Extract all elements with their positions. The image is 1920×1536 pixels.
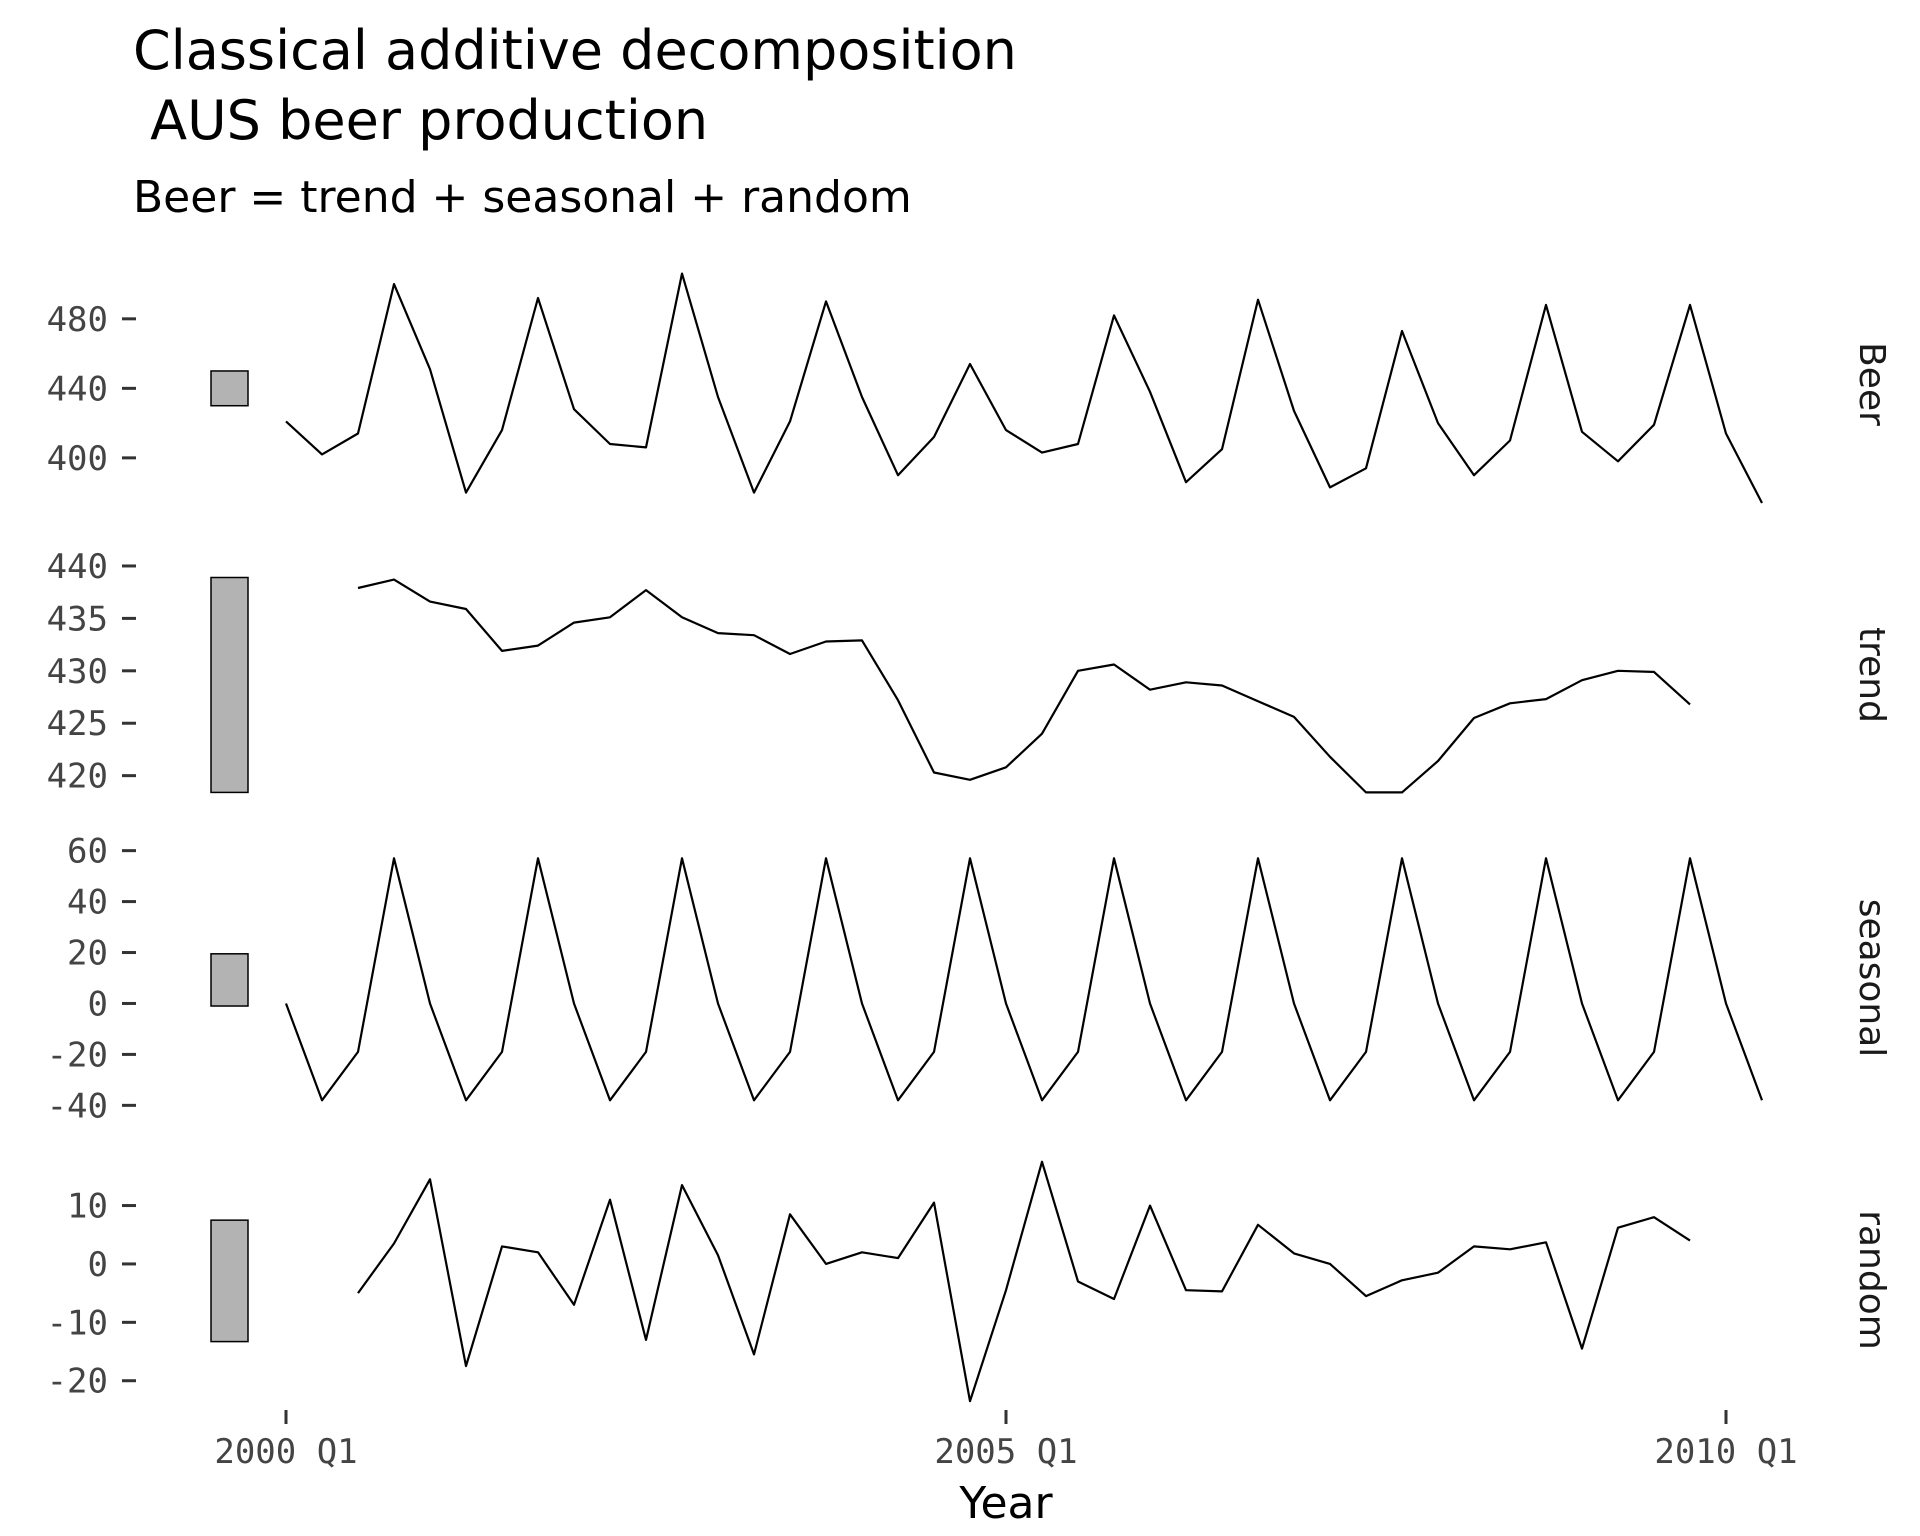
y-tick-label: -40 bbox=[47, 1086, 108, 1126]
x-axis-title: Year bbox=[958, 1478, 1053, 1529]
scale-bar bbox=[210, 370, 249, 407]
y-tick-label: 40 bbox=[67, 883, 108, 923]
y-tick-label: 10 bbox=[67, 1187, 108, 1227]
x-tick-label: 2005 Q1 bbox=[934, 1432, 1077, 1472]
x-tick-label: 2010 Q1 bbox=[1654, 1432, 1797, 1472]
y-tick-label: 20 bbox=[67, 934, 108, 974]
series-line-random bbox=[357, 1160, 1691, 1403]
facet-label: Beer bbox=[1851, 342, 1892, 426]
y-tick-label: 420 bbox=[47, 757, 108, 797]
chart-title-line-2: AUS beer production bbox=[133, 89, 709, 152]
y-tick-label: 60 bbox=[67, 832, 108, 872]
scale-bar bbox=[210, 953, 249, 1007]
y-tick-label: 425 bbox=[47, 704, 108, 744]
y-tick-label: 440 bbox=[47, 369, 108, 409]
scale-bar bbox=[210, 576, 249, 794]
y-tick-label: 430 bbox=[47, 652, 108, 692]
x-tick-label: 2000 Q1 bbox=[214, 1432, 357, 1472]
y-tick-label: 0 bbox=[88, 1245, 108, 1285]
scale-bar bbox=[210, 1219, 249, 1343]
y-tick-label: 0 bbox=[88, 984, 108, 1024]
facet-label: seasonal bbox=[1851, 899, 1892, 1058]
y-tick-label: 435 bbox=[47, 599, 108, 639]
y-tick-label: -10 bbox=[47, 1303, 108, 1343]
facet-label: trend bbox=[1851, 627, 1892, 723]
series-line-Beer bbox=[285, 272, 1763, 504]
chart-title-line-1: Classical additive decomposition bbox=[133, 19, 1017, 82]
y-tick-label: 480 bbox=[47, 300, 108, 340]
y-tick-label: -20 bbox=[47, 1362, 108, 1402]
y-tick-label: 400 bbox=[47, 439, 108, 479]
facet-label: random bbox=[1851, 1210, 1892, 1350]
chart-subtitle: Beer = trend + seasonal + random bbox=[133, 172, 912, 223]
series-line-trend bbox=[357, 578, 1691, 794]
y-tick-label: -20 bbox=[47, 1035, 108, 1075]
series-line-seasonal bbox=[284, 857, 1764, 1102]
y-tick-label: 440 bbox=[47, 547, 108, 587]
